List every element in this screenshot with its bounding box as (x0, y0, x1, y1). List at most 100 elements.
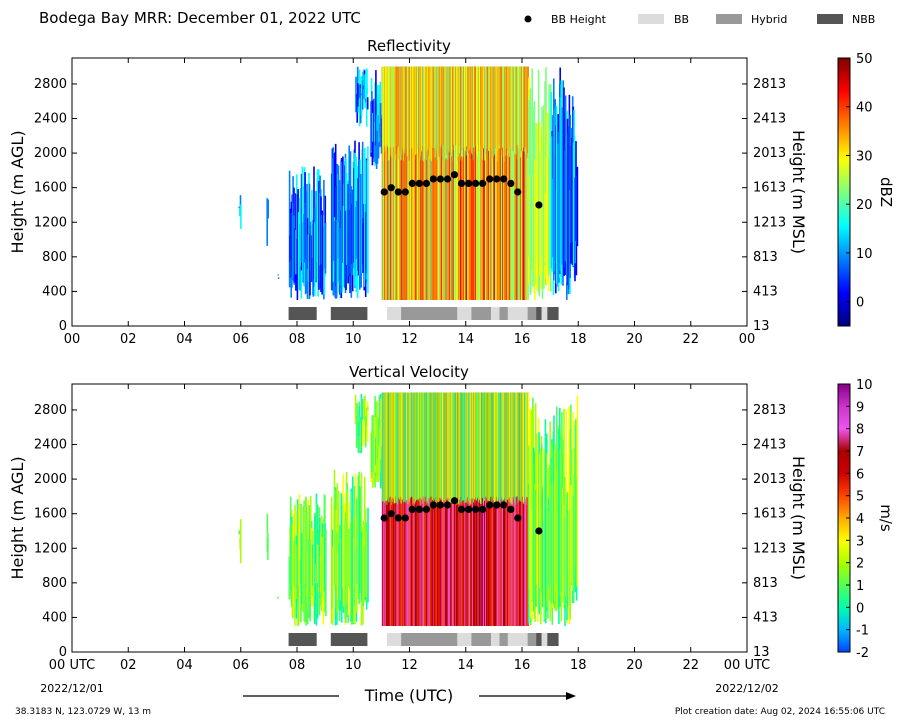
field-column (361, 80, 364, 110)
bb-type-segment (387, 633, 402, 646)
field-column (324, 223, 327, 274)
reflectivity-y2-label: Height (m MSL) (789, 130, 808, 254)
y2-tick-label: 13 (753, 645, 770, 660)
bb-height-point (493, 501, 501, 509)
bb-height-point (479, 179, 487, 187)
field-column (239, 519, 242, 564)
y-tick-label: 1200 (34, 541, 67, 556)
colorbar-tick-label: -1 (856, 624, 869, 639)
bb-height-point (394, 514, 402, 522)
field-column (366, 87, 368, 95)
field-column (336, 552, 339, 600)
field-column (512, 392, 515, 498)
field-column (558, 429, 560, 624)
reflectivity-y-ticks: 0 400 800 1200 1600 2000 2400 2800 (34, 77, 77, 334)
field-column (311, 235, 313, 283)
bb-height-point (450, 497, 459, 505)
reflectivity-panel: Reflectivity 00 02 04 06 08 10 12 14 16 18 20 22 00 … (8, 37, 895, 347)
field-column (301, 166, 304, 263)
field-column (521, 66, 523, 152)
bb-height-point (422, 179, 430, 187)
field-column (503, 392, 505, 500)
y2-tick-label: 1613 (753, 181, 786, 196)
field-column (455, 66, 458, 146)
field-column (361, 531, 363, 601)
field-column (559, 449, 562, 596)
legend-bb-height-marker (524, 15, 532, 23)
colorbar-tick-label: 3 (856, 534, 864, 549)
field-column (474, 392, 476, 500)
field-column (333, 152, 335, 261)
bb-type-segment (527, 307, 536, 320)
field-column (528, 445, 530, 590)
colorbar-tick-label: 1 (856, 579, 864, 594)
y-tick-label: 2800 (34, 403, 67, 418)
x-tick-label: 00 (64, 332, 81, 347)
x-tick-label: 16 (514, 332, 531, 347)
y2-tick-label: 2813 (753, 77, 786, 92)
field-column (330, 496, 333, 624)
bb-type-segment (330, 633, 368, 646)
bb-height-point (514, 188, 522, 196)
field-column (367, 406, 369, 411)
bb-height-point (429, 501, 437, 509)
bb-height-point (380, 514, 388, 522)
colorbar-tick-label: 10 (856, 378, 873, 393)
colorbar-tick-label: 6 (856, 467, 864, 482)
bb-height-point (500, 175, 508, 183)
bb-type-segment (471, 307, 492, 320)
field-column (360, 422, 363, 435)
reflectivity-field (238, 66, 579, 300)
bb-type-segment (457, 307, 472, 320)
bb-type-segment (491, 307, 500, 320)
field-column (360, 76, 363, 117)
bb-height-point (507, 179, 515, 187)
field-column (365, 68, 368, 127)
field-column (434, 66, 437, 158)
x-tick-label: 12 (401, 658, 418, 673)
field-column (366, 400, 369, 442)
colorbar-tick-label: 5 (856, 490, 864, 505)
x-tick-label: 14 (457, 658, 474, 673)
field-column (485, 392, 487, 497)
bb-height-point (465, 179, 473, 187)
bb-type-segment (541, 633, 548, 646)
field-column (515, 392, 518, 497)
vertical-velocity-panel: Vertical Velocity 00 UTC 02 04 06 08 10 12 14 16… (8, 363, 895, 673)
y2-tick-label: 2413 (753, 438, 786, 453)
field-column (277, 597, 279, 599)
field-column (392, 66, 394, 300)
field-column (294, 228, 296, 283)
field-column (382, 66, 385, 162)
field-column (366, 97, 369, 110)
y-tick-label: 2800 (34, 77, 67, 92)
y2-tick-label: 413 (753, 610, 778, 625)
colorbar-tick-label: 2 (856, 557, 864, 572)
field-column (488, 66, 490, 152)
colorbar-tick-label: 8 (856, 423, 864, 438)
x-axis-label: Time (UTC) (364, 686, 453, 705)
field-column (438, 66, 441, 157)
bb-height-point (457, 505, 466, 513)
field-column (378, 395, 381, 467)
bb-height-point (415, 179, 423, 187)
y2-tick-label: 2413 (753, 112, 786, 127)
vertical-velocity-field (238, 392, 579, 626)
field-column (441, 66, 444, 300)
bb-height-point (408, 505, 416, 513)
field-column (455, 66, 458, 300)
field-column (354, 473, 357, 624)
y-tick-label: 1200 (34, 215, 67, 230)
bb-height-point (380, 188, 388, 196)
vertical-velocity-bb-type-strip (288, 633, 559, 646)
field-column (382, 392, 384, 502)
time-arrow-head (566, 692, 576, 700)
field-column (367, 146, 369, 294)
field-column (358, 405, 360, 437)
bb-type-segment (401, 633, 458, 646)
field-column (325, 529, 327, 617)
x-tick-label: 22 (682, 658, 699, 673)
bb-height-point (401, 188, 409, 196)
bb-height-point (401, 514, 409, 522)
